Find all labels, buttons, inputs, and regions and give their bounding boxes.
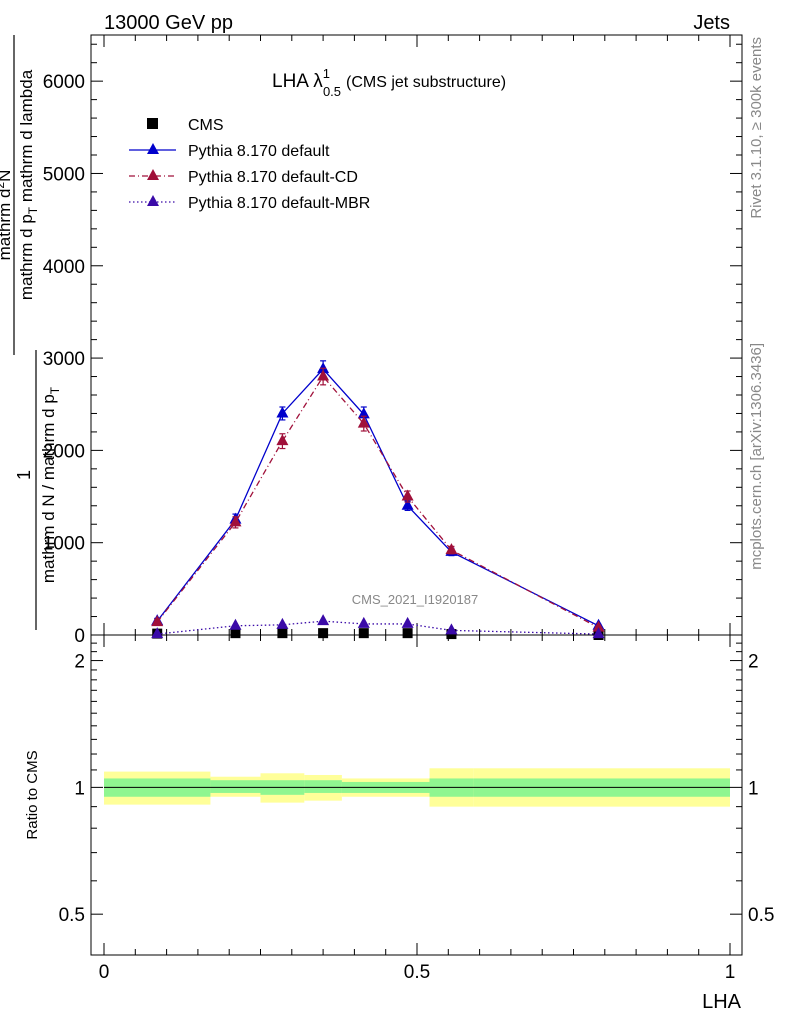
series-line-pythia-8-170-default-cd <box>156 375 599 629</box>
legend: CMS Pythia 8.170 default Pythia 8.170 de… <box>129 117 370 212</box>
data-point-pythia-8-170-default-cd <box>229 515 242 527</box>
data-point-cms <box>318 628 329 639</box>
y-tick-label: 3000 <box>43 349 85 370</box>
legend-marker-default <box>147 143 159 154</box>
data-point-pythia-8-170-default-mbr <box>276 617 289 629</box>
data-point-pythia-8-170-default-mbr <box>445 623 458 635</box>
ratio-y-tick-label-right: 2 <box>748 652 759 673</box>
y-tick-label: 1000 <box>43 534 85 555</box>
y-label-frac1-den: mathrm d N / mathrm d pT <box>39 386 62 583</box>
legend-label-cms: CMS <box>188 117 224 134</box>
x-tick-label: 0 <box>99 962 110 983</box>
ratio-bands <box>104 768 730 807</box>
legend-marker-cms <box>147 118 158 129</box>
mcplots-label: mcplots.cern.ch [arXiv:1306.3436] <box>748 343 765 570</box>
ratio-y-axis-label: Ratio to CMS <box>24 750 41 839</box>
data-point-cms <box>358 628 369 639</box>
data-point-pythia-8-170-default-mbr <box>151 627 164 639</box>
legend-label-mbr: Pythia 8.170 default-MBR <box>188 195 370 212</box>
legend-marker-cd <box>147 169 159 180</box>
chart-title-sup: 1 <box>323 66 330 81</box>
data-point-pythia-8-170-default <box>276 406 289 418</box>
legend-label-default: Pythia 8.170 default <box>188 143 330 160</box>
data-point-pythia-8-170-default <box>401 498 414 510</box>
analysis-watermark: CMS_2021_I1920187 <box>352 592 479 607</box>
data-point-pythia-8-170-default-cd <box>317 369 330 381</box>
axes: 0 1000 2000 3000 4000 5000 6000 0 0.5 1 0.5 0.5 1 1 2 2 <box>43 35 774 983</box>
y-label-one: 1 <box>14 470 34 480</box>
data-point-pythia-8-170-default-cd <box>445 543 458 555</box>
data-point-pythia-8-170-default-mbr <box>317 614 330 626</box>
y-tick-label: 2000 <box>43 441 85 462</box>
y-label-frac2-den: mathrm d pT mathrm d lambda <box>17 69 40 300</box>
data-point-pythia-8-170-default-cd <box>151 615 164 627</box>
header-left: 13000 GeV pp <box>104 12 233 34</box>
x-axis-label: LHA <box>702 991 742 1013</box>
series-line-pythia-8-170-default <box>156 368 599 627</box>
data-point-cms <box>402 628 413 639</box>
data-point-pythia-8-170-default-mbr <box>592 627 605 639</box>
data-point-pythia-8-170-default-mbr <box>229 618 242 630</box>
x-tick-label: 1 <box>725 962 736 983</box>
legend-label-cd: Pythia 8.170 default-CD <box>188 169 358 186</box>
y-label-frac2-num: mathrm d2N <box>0 170 14 261</box>
data-point-pythia-8-170-default-mbr <box>357 616 370 628</box>
ratio-y-tick-label-right: 1 <box>748 778 759 799</box>
data-point-cms <box>277 628 288 639</box>
series-layer <box>151 360 605 640</box>
header-right: Jets <box>693 12 730 34</box>
ratio-y-tick-label-left: 1 <box>74 778 85 799</box>
y-tick-label: 5000 <box>43 164 85 185</box>
y-tick-label: 0 <box>74 626 85 647</box>
x-tick-label: 0.5 <box>404 962 430 983</box>
chart-title-suffix: (CMS jet substructure) <box>346 74 506 91</box>
data-point-pythia-8-170-default-cd <box>592 620 605 632</box>
y-tick-label: 6000 <box>43 72 85 93</box>
ratio-y-tick-label-left: 0.5 <box>59 905 85 926</box>
ratio-y-tick-label-right: 0.5 <box>748 905 774 926</box>
y-tick-label: 4000 <box>43 257 85 278</box>
data-point-pythia-8-170-default-cd <box>276 434 289 446</box>
ratio-y-tick-label-left: 2 <box>74 652 85 673</box>
ratio-inner-band-1 <box>210 780 261 793</box>
chart-title: LHA λ1 0.5 (CMS jet substructure) <box>272 66 506 99</box>
chart-title-main: LHA λ <box>272 71 323 92</box>
data-point-pythia-8-170-default-cd <box>357 416 370 428</box>
data-point-pythia-8-170-default-cd <box>401 489 414 501</box>
legend-marker-mbr <box>147 195 159 206</box>
series-line-pythia-8-170-default-mbr <box>157 620 599 635</box>
data-point-pythia-8-170-default-mbr <box>401 616 414 628</box>
data-point-cms <box>230 628 241 639</box>
rivet-label: Rivet 3.1.10, ≥ 300k events <box>748 37 765 219</box>
y-axis-label: 1 mathrm d N / mathrm d pT mathrm d2N ma… <box>0 35 62 630</box>
chart-title-sub: 0.5 <box>323 84 341 99</box>
ratio-inner-band-3 <box>304 780 342 793</box>
